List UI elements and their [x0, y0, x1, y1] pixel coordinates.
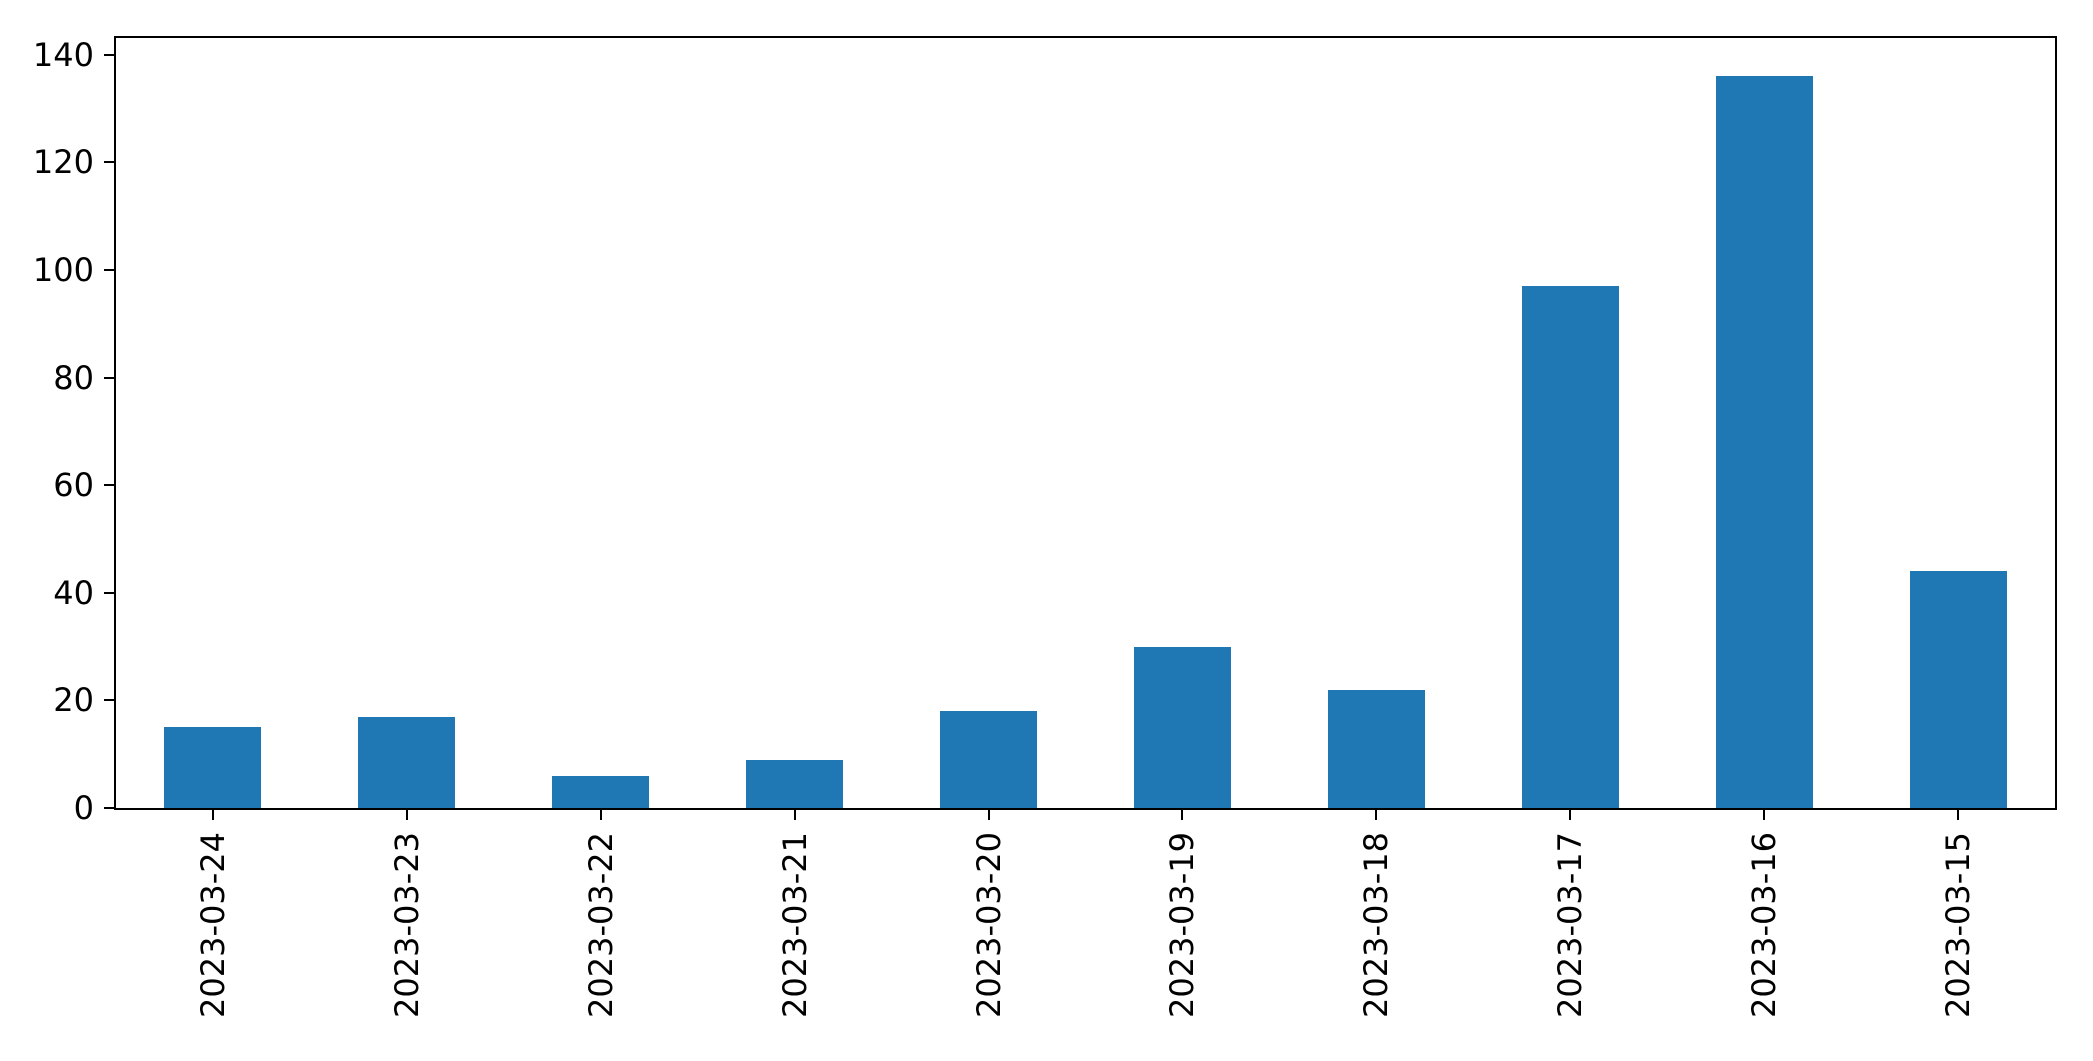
bar-2023-03-20	[940, 711, 1037, 808]
y-axis-tick-label: 80	[53, 358, 94, 397]
y-tick-mark	[104, 484, 114, 487]
x-tick-mark	[1375, 810, 1378, 820]
y-axis-tick-label: 120	[32, 143, 94, 182]
y-tick-mark	[104, 161, 114, 164]
x-axis-tick-label: 2023-03-17	[1551, 832, 1590, 1018]
y-axis-tick-label: 140	[32, 35, 94, 74]
y-axis-tick-label: 60	[53, 466, 94, 505]
bar-2023-03-24	[164, 727, 262, 808]
bar-2023-03-23	[358, 716, 456, 808]
x-axis-tick-label: 2023-03-18	[1357, 832, 1396, 1018]
x-axis-tick-label: 2023-03-15	[1939, 832, 1978, 1018]
x-tick-mark	[1181, 810, 1184, 820]
x-axis-tick-label: 2023-03-20	[969, 832, 1008, 1018]
x-tick-mark	[405, 810, 408, 820]
bar-2023-03-22	[552, 775, 650, 808]
y-tick-mark	[104, 53, 114, 56]
y-tick-mark	[104, 591, 114, 594]
x-tick-mark	[1957, 810, 1960, 820]
x-axis-tick-label: 2023-03-23	[387, 832, 426, 1018]
x-axis-tick-label: 2023-03-22	[581, 832, 620, 1018]
x-axis-tick-label: 2023-03-21	[775, 832, 814, 1018]
bar-2023-03-19	[1133, 646, 1231, 808]
y-tick-mark	[104, 268, 114, 271]
x-axis-tick-label: 2023-03-19	[1163, 832, 1202, 1018]
x-tick-mark	[1569, 810, 1572, 820]
y-tick-mark	[104, 807, 114, 809]
bar-2023-03-18	[1327, 689, 1425, 808]
plot-area	[114, 36, 2057, 810]
y-tick-mark	[104, 376, 114, 379]
x-tick-mark	[211, 810, 214, 820]
bar-2023-03-16	[1715, 76, 1813, 808]
x-axis-tick-label: 2023-03-24	[193, 832, 232, 1018]
bar-2023-03-21	[746, 759, 844, 808]
bar-2023-03-15	[1909, 571, 2007, 808]
y-axis-tick-label: 100	[32, 250, 94, 289]
x-axis-tick-label: 2023-03-16	[1745, 832, 1784, 1018]
x-tick-mark	[987, 810, 990, 820]
bar-2023-03-17	[1521, 286, 1619, 808]
y-axis-tick-label: 40	[53, 573, 94, 612]
y-tick-mark	[104, 699, 114, 702]
y-axis-tick-label: 0	[73, 789, 94, 827]
x-tick-mark	[793, 810, 796, 820]
x-tick-mark	[1763, 810, 1766, 820]
x-tick-mark	[599, 810, 602, 820]
y-axis-tick-label: 20	[53, 681, 94, 720]
